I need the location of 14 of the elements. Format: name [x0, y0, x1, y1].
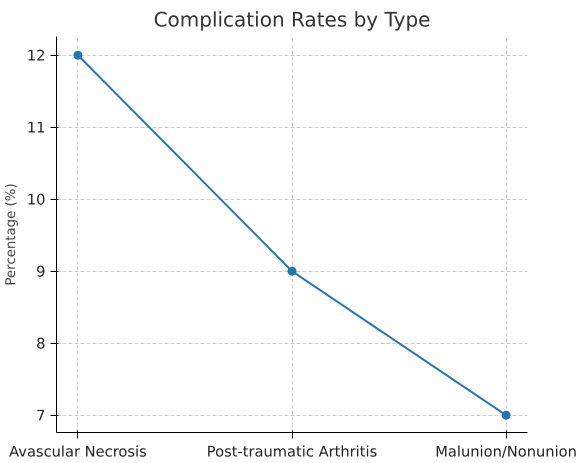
point: [502, 410, 511, 420]
chart-title: Complication Rates by Type: [154, 8, 430, 32]
point: [288, 266, 296, 276]
x-tick-label: Avascular Necrosis: [9, 444, 147, 460]
y-tick-label: 11: [26, 120, 46, 137]
y-tick-label: 9: [36, 264, 46, 281]
y-tick-label: 12: [26, 48, 46, 65]
y-tick-label: 8: [36, 336, 46, 353]
x-tick-label: Malunion/Nonunion: [435, 444, 577, 460]
y-tick-label: 7: [36, 408, 46, 425]
point: [73, 50, 82, 60]
y-tick-label: 10: [26, 192, 46, 209]
x-tick-label: Post-traumatic Arthritis: [206, 444, 378, 460]
y-axis-title: Percentage (%): [4, 183, 19, 286]
